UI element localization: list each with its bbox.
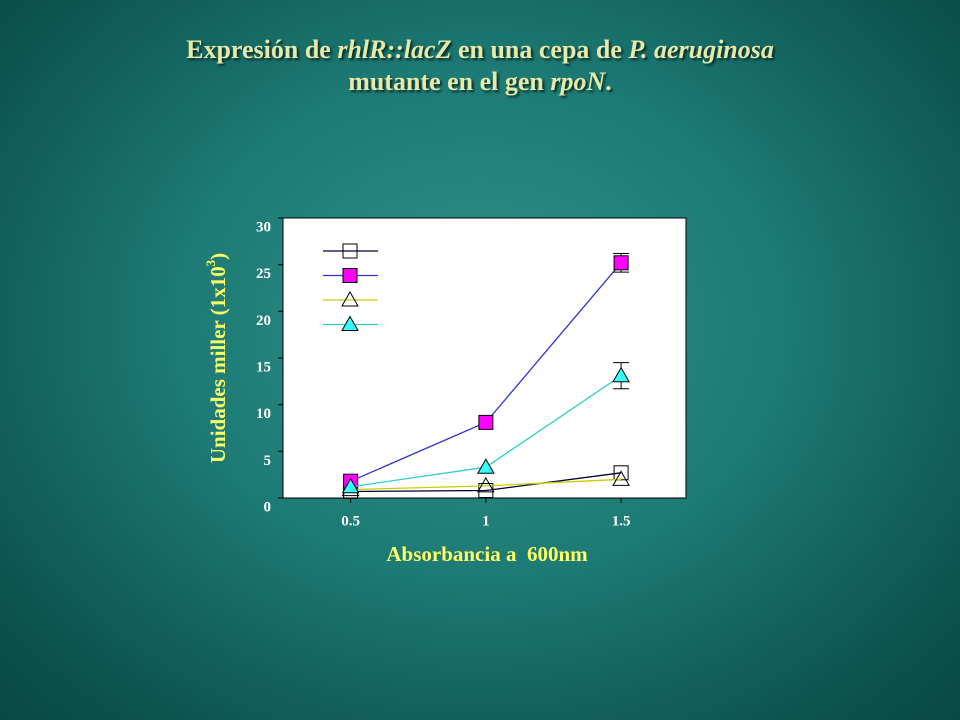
y-tick-label: 25 xyxy=(256,266,271,282)
legend-label: PAKN1 PPGAS xyxy=(398,317,476,331)
title-segment: P. aeruginosa xyxy=(628,35,774,64)
y-tick-label: 15 xyxy=(256,359,271,375)
y-tick-label: 10 xyxy=(256,406,271,422)
series-line xyxy=(350,472,622,493)
legend-label: PAKN1 LB xyxy=(398,293,454,307)
title-segment: mutante en el gen xyxy=(348,67,551,96)
x-tick-label: 0.5 xyxy=(341,513,360,529)
data-point xyxy=(612,470,630,486)
data-point xyxy=(476,458,495,474)
legend-label: PAK LB xyxy=(398,244,439,258)
data-point xyxy=(476,476,495,493)
legend-marker xyxy=(342,268,358,283)
y-tick-label: 0 xyxy=(264,499,272,515)
x-tick-label: 1.5 xyxy=(612,513,631,529)
title-segment: en una cepa de xyxy=(451,35,629,64)
title-segment: . xyxy=(605,67,612,96)
y-axis-label-sup: 3 xyxy=(203,259,218,266)
y-tick-label: 30 xyxy=(256,219,271,235)
data-point xyxy=(613,255,629,271)
y-axis-label-text: Unidades miller (1x10 xyxy=(206,266,230,463)
title-segment: rhlR::lacZ xyxy=(337,35,452,64)
legend-marker xyxy=(341,290,359,307)
x-axis-label: Absorbancia a 600nm xyxy=(386,542,588,566)
data-point xyxy=(478,414,494,430)
title-segment: rpoN xyxy=(550,67,606,96)
legend-marker xyxy=(341,315,359,331)
data-point xyxy=(341,477,360,494)
series-line xyxy=(350,478,622,491)
legend-marker xyxy=(342,243,358,259)
legend-label: PAK PPGAS xyxy=(398,268,461,282)
x-tick-label: 1 xyxy=(482,513,490,529)
y-axis-label-suffix: ) xyxy=(206,253,230,260)
y-tick-label: 5 xyxy=(264,453,272,469)
title-segment: Expresión de xyxy=(186,35,338,64)
y-tick-label: 20 xyxy=(256,313,271,329)
data-point xyxy=(612,366,630,383)
chart-title: Expresión de rhlR::lacZ en una cepa de P… xyxy=(170,34,790,98)
y-axis-label: Unidades miller (1x103) xyxy=(203,253,230,463)
